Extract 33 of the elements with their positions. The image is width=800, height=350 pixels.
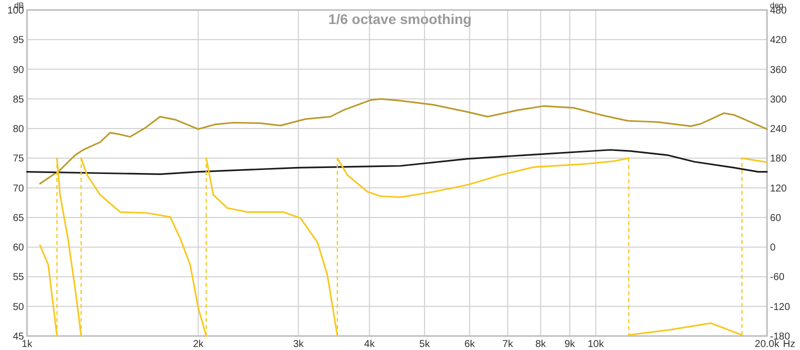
x-tick-label: 7k [502,339,514,350]
y-tick-label: 55 [12,272,24,284]
y2-tick-label: 180 [770,154,788,165]
x-tick-label: 2k [192,339,204,350]
x-axis-title: Hz [783,339,796,350]
y2-tick-label: -60 [770,272,785,284]
y-tick-label: 70 [12,183,24,194]
y2-tick-label: 0 [770,242,776,254]
x-tick-label: 1k [22,339,34,350]
x-tick-label: 9k [564,339,576,350]
y2-tick-label: 60 [770,212,782,224]
x-tick-label: 6k [464,339,476,350]
y-tick-label: 65 [12,212,24,224]
x-tick-label: 20.0k [754,339,780,350]
x-tick-label: 10k [588,339,605,350]
y-tick-label: 50 [12,302,24,313]
x-tick-label: 5k [419,339,431,350]
y2-tick-label: 300 [770,94,788,106]
y2-tick-label: 120 [770,183,788,194]
chart-title: 1/6 octave smoothing [328,11,472,27]
y2-tick-label: -120 [770,302,790,313]
y-tick-label: 85 [12,94,24,106]
y-tick-label: 60 [12,242,24,254]
x-tick-label: 8k [535,339,547,350]
y2-tick-label: 360 [770,64,788,76]
x-tick-label: 4k [364,339,376,350]
y2-tick-label: 240 [770,124,788,136]
y-tick-label: 80 [12,124,24,136]
y2-tick-label: 420 [770,35,788,46]
x-tick-label: 3k [293,339,305,350]
y-tick-label: 75 [12,154,24,165]
y-tick-label: 90 [12,64,24,76]
y-tick-label: 95 [12,35,24,46]
